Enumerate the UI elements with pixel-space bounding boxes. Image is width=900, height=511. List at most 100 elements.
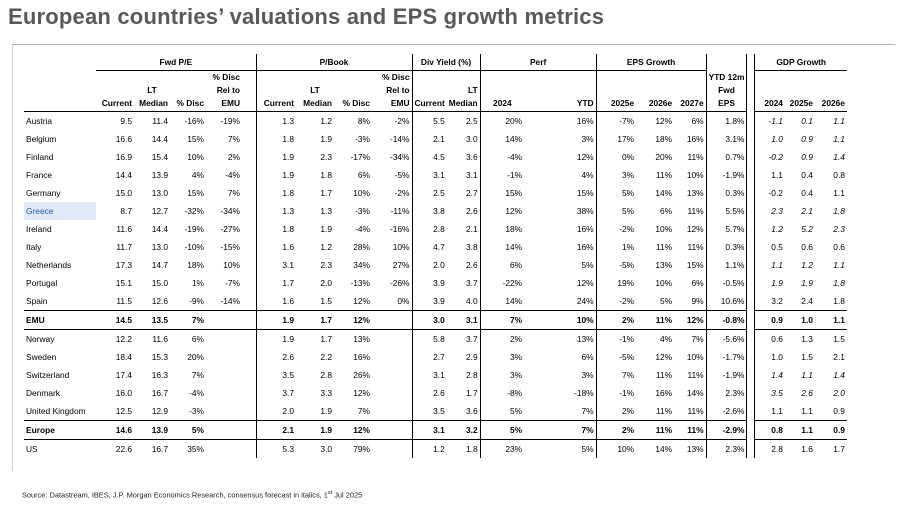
cell-dy-cur: 5.8 bbox=[433, 333, 445, 344]
sub-dy-median: Median bbox=[446, 97, 481, 111]
cell-ytd12m: 0.7% bbox=[706, 147, 748, 166]
cell-ytd12m: 5.7% bbox=[706, 219, 748, 238]
cell-pb-lt: 1.9 bbox=[296, 419, 334, 440]
cell-gdp26: 1.8 bbox=[833, 277, 845, 288]
sub-pe-median: Median bbox=[139, 98, 168, 109]
cell-pb-emu: -11% bbox=[372, 201, 413, 220]
cell-pb-cur: 2.6 bbox=[282, 351, 294, 362]
cell-pb-lt: 1.7 bbox=[320, 187, 332, 198]
country-name: United Kingdom bbox=[26, 405, 86, 416]
country-name: Norway bbox=[26, 333, 55, 344]
cell-pe-emu bbox=[206, 366, 242, 384]
cell-pe-disc: 20% bbox=[187, 351, 204, 362]
cell-dy-lt: 2.9 bbox=[446, 347, 481, 366]
cell-pe-emu bbox=[206, 384, 242, 402]
cell-dy-lt: 2.6 bbox=[446, 255, 481, 274]
cell-pe-lt: 13.9 bbox=[151, 169, 168, 180]
cell-pe-emu: -19% bbox=[206, 110, 242, 130]
country-name[interactable]: Greece bbox=[24, 201, 96, 220]
cell-pb-cur: 1.9 bbox=[256, 309, 296, 330]
cell-pb-emu bbox=[372, 383, 413, 402]
subheader-row-2: LT Rel to LT Rel to LT Fwd bbox=[24, 84, 847, 97]
cell-dy-lt: 3.6 bbox=[446, 147, 481, 166]
sub-pe-current: Current bbox=[101, 98, 132, 109]
cell-pb-emu bbox=[372, 309, 413, 330]
table-row: Austria 9.5 11.4 -16% -19% 1.3 1.2 8% -2% 5.5 2.5 2… bbox=[24, 110, 847, 130]
cell-pb-lt: 1.7 bbox=[320, 333, 332, 344]
cell-gdp24: -1.1 bbox=[754, 110, 785, 130]
cell-eps27: 16% bbox=[674, 129, 707, 148]
cell-pb-emu bbox=[372, 347, 413, 366]
cell-pb-lt: 1.3 bbox=[320, 205, 332, 216]
cell-dy-lt: 2.7 bbox=[446, 183, 481, 202]
group-pbook: P/Book bbox=[256, 54, 413, 71]
cell-gdp24: 1.1 bbox=[754, 255, 785, 274]
cell-perf-ytd: 7% bbox=[524, 401, 597, 420]
cell-gdp24: 1.1 bbox=[754, 401, 785, 420]
group-header-row: Fwd P/E P/Book Div Yield (%) Perf EPS Gr… bbox=[24, 54, 847, 71]
cell-pb-cur: 3.1 bbox=[282, 259, 294, 270]
cell-pe-emu bbox=[206, 402, 242, 421]
cell-perf24: 7% bbox=[480, 309, 525, 330]
cell-pe-cur: 16.6 bbox=[115, 133, 132, 144]
sub-perf-ytd: YTD bbox=[524, 97, 597, 111]
cell-dy-cur: 2.8 bbox=[433, 223, 445, 234]
cell-eps27: 11% bbox=[674, 365, 707, 384]
cell-perf24: -1% bbox=[507, 169, 523, 180]
cell-perf24: 3% bbox=[510, 369, 523, 380]
sub-dy-current: Current bbox=[414, 98, 445, 109]
cell-pb-disc: 16% bbox=[353, 351, 370, 362]
cell-perf-ytd: 38% bbox=[524, 201, 597, 220]
sub-pe-relto: Rel to bbox=[216, 85, 240, 95]
cell-eps26: 13% bbox=[655, 259, 673, 270]
cell-pb-disc: 6% bbox=[357, 169, 370, 180]
cell-eps27: 13% bbox=[674, 439, 707, 458]
cell-dy-lt: 1.7 bbox=[446, 383, 481, 402]
cell-pb-lt: 1.2 bbox=[320, 241, 332, 252]
cell-gdp24: 1.9 bbox=[754, 273, 785, 292]
cell-pe-disc: 7% bbox=[191, 369, 204, 380]
group-div-yield: Div Yield (%) bbox=[412, 54, 481, 71]
table-row: Europe 14.6 13.9 5% 2.1 1.9 12% 3.1 3.2 5% 7% 2% 11%… bbox=[24, 419, 847, 440]
cell-pb-cur: 1.8 bbox=[282, 133, 294, 144]
cell-pb-lt: 1.8 bbox=[320, 169, 332, 180]
cell-dy-cur: 3.5 bbox=[433, 405, 445, 416]
cell-gdp24: 1.1 bbox=[754, 165, 785, 184]
cell-pb-cur: 1.9 bbox=[282, 333, 294, 344]
cell-pb-emu bbox=[372, 439, 413, 458]
cell-gdp25: 0.9 bbox=[801, 133, 813, 144]
cell-gdp25: 1.0 bbox=[784, 309, 815, 330]
cell-pb-lt: 2.2 bbox=[320, 351, 332, 362]
cell-dy-cur: 1.2 bbox=[433, 443, 445, 454]
cell-eps27: 6% bbox=[674, 110, 707, 130]
cell-eps26: 11% bbox=[636, 419, 675, 440]
cell-pe-emu: -7% bbox=[225, 277, 240, 288]
cell-pe-emu: -15% bbox=[220, 241, 240, 252]
cell-pe-disc: 10% bbox=[187, 151, 204, 162]
cell-eps25: -5% bbox=[619, 259, 635, 270]
country-name: Ireland bbox=[26, 223, 52, 234]
cell-gdp24: 0.8 bbox=[754, 419, 785, 440]
cell-perf24: 15% bbox=[505, 187, 523, 198]
cell-pe-cur: 15.1 bbox=[115, 277, 132, 288]
cell-gdp26: 1.7 bbox=[833, 443, 845, 454]
cell-gdp24: 1.0 bbox=[754, 129, 785, 148]
cell-eps26: 11% bbox=[655, 241, 673, 252]
cell-pe-cur: 16.0 bbox=[115, 387, 132, 398]
cell-pe-emu: -4% bbox=[225, 169, 240, 180]
cell-pb-disc: -4% bbox=[355, 223, 370, 234]
cell-perf-ytd: 16% bbox=[524, 110, 597, 130]
cell-dy-cur: 3.1 bbox=[412, 419, 447, 440]
cell-perf-ytd: 16% bbox=[524, 237, 597, 256]
table-row: Germany 15.0 13.0 15% 7% 1.8 1.7 10% -2% 2.5 2.7 15… bbox=[24, 183, 847, 202]
cell-gdp26: 1.1 bbox=[833, 187, 845, 198]
cell-dy-cur: 3.1 bbox=[433, 369, 445, 380]
cell-gdp24: 1.2 bbox=[754, 219, 785, 238]
cell-gdp26: 1.1 bbox=[814, 110, 847, 130]
table-row: EMU 14.5 13.5 7% 1.9 1.7 12% 3.0 3.1 7% 10% 2% 11% 12… bbox=[24, 309, 847, 330]
cell-perf-ytd: 10% bbox=[524, 309, 597, 330]
cell-perf-ytd: 24% bbox=[524, 291, 597, 310]
cell-pe-cur: 9.5 bbox=[96, 110, 134, 130]
sub-ytd12m: YTD 12m bbox=[706, 70, 748, 84]
cell-ytd12m: -1.9% bbox=[706, 165, 748, 184]
